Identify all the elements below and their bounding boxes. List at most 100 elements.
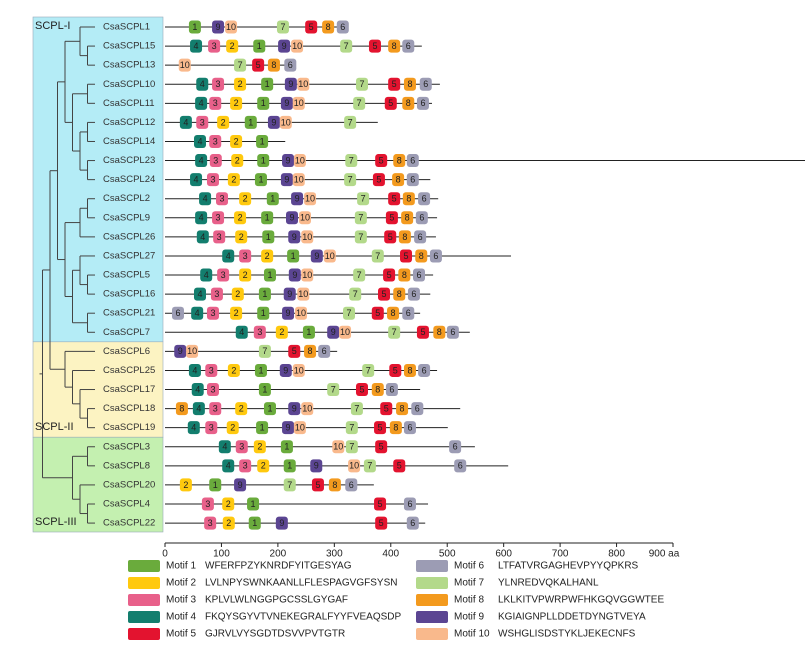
motif-box: [371, 306, 384, 320]
motif-number: 8: [375, 384, 380, 394]
motif-number: 10: [302, 232, 312, 242]
motif-number: 7: [361, 194, 366, 204]
motif-number: 8: [326, 22, 331, 32]
motif-box: [454, 459, 467, 473]
motif-number: 4: [200, 232, 205, 242]
motif-box: [297, 77, 310, 91]
motif-box: [262, 230, 275, 244]
motif-box: [419, 77, 432, 91]
motif-number: 4: [196, 403, 201, 413]
motif-box: [186, 344, 199, 358]
tree: [39, 26, 95, 524]
gene-label: CsaSCPL23: [103, 155, 155, 166]
motif-box: [261, 211, 274, 225]
motif-number: 10: [294, 98, 304, 108]
motif-box: [253, 39, 266, 53]
motif-box: [354, 211, 367, 225]
motif-box: [304, 192, 317, 206]
motif-number: 9: [238, 480, 243, 490]
x-axis: 0 100 200 300 400 500 600 700 800 900 aa: [162, 542, 680, 560]
legend-sequence: WFERFPZYKNRDFYITGESYAG: [205, 561, 352, 572]
legend-motif: Motif 6: [454, 561, 484, 572]
motif-number: 2: [226, 518, 231, 528]
motif-number: 3: [213, 98, 218, 108]
motif-box: [385, 211, 398, 225]
motif-box: [212, 20, 225, 34]
x-tick-label: 300: [326, 549, 343, 560]
motif-number: 3: [221, 270, 226, 280]
motif-number: 1: [261, 155, 266, 165]
motif-number: 4: [195, 308, 200, 318]
motif-box: [204, 516, 217, 530]
motif-number: 6: [175, 308, 180, 318]
motif-box: [206, 383, 219, 397]
motif-number: 2: [239, 403, 244, 413]
motif-number: 6: [419, 213, 424, 223]
motif-number: 8: [397, 289, 402, 299]
motif-box: [258, 383, 271, 397]
motif-number: 4: [191, 423, 196, 433]
motif-number: 7: [349, 442, 354, 452]
motif-box: [406, 154, 419, 168]
motif-number: 2: [243, 194, 248, 204]
motif-box: [375, 154, 388, 168]
motif-number: 3: [213, 155, 218, 165]
motif-box: [406, 173, 419, 187]
legend-sequence: YLNREDVQKALHANL: [498, 578, 599, 589]
motif-box: [332, 440, 345, 454]
motif-box: [401, 211, 414, 225]
motif-number: 6: [423, 79, 428, 89]
motif-box: [353, 96, 366, 110]
motif-box: [247, 497, 260, 511]
motif-number: 2: [235, 289, 240, 299]
motif-box: [298, 211, 311, 225]
motif-box: [345, 154, 358, 168]
motif-box: [345, 440, 358, 454]
motif-number: 1: [258, 365, 263, 375]
motif-box: [403, 77, 416, 91]
motif-box: [284, 77, 297, 91]
motif-number: 6: [415, 403, 420, 413]
motif-number: 1: [270, 194, 275, 204]
motif-box: [374, 497, 387, 511]
motif-box: [283, 287, 296, 301]
motif-box: [449, 440, 462, 454]
motif-box: [304, 344, 317, 358]
motif-box: [280, 173, 293, 187]
motif-number: 8: [308, 346, 313, 356]
motif-box: [239, 268, 252, 282]
motif-number: 7: [357, 98, 362, 108]
motif-box: [327, 325, 340, 339]
motif-box: [311, 478, 324, 492]
motif-number: 5: [379, 442, 384, 452]
motif-box: [257, 459, 270, 473]
legend-sequence: KGIAIGNPLLDDETDYNGTVEYA: [498, 612, 646, 623]
motif-number: 3: [239, 442, 244, 452]
motif-number: 5: [375, 308, 380, 318]
motif-number: 9: [314, 461, 319, 471]
motif-box: [218, 440, 231, 454]
motif-box: [280, 96, 293, 110]
motif-box: [206, 173, 219, 187]
motif-number: 4: [197, 136, 202, 146]
legend-motif: Motif 5: [166, 629, 196, 640]
motif-number: 3: [243, 251, 248, 261]
gene-label: CsaSCPL4: [103, 499, 150, 510]
legend-sequence: FKQYSGYVTVNEKEGRALFYYFVEAQSDP: [205, 612, 401, 623]
motif-number: 2: [230, 423, 235, 433]
motif-box: [235, 325, 248, 339]
motif-number: 8: [406, 98, 411, 108]
motif-number: 1: [287, 461, 292, 471]
motif-number: 10: [296, 308, 306, 318]
motif-box: [392, 173, 405, 187]
motif-box: [414, 230, 427, 244]
motif-box: [231, 154, 244, 168]
gene-label: CsaSCPL24: [103, 174, 155, 185]
motif-box: [239, 249, 252, 263]
motif-box: [433, 325, 446, 339]
motif-number: 6: [410, 518, 415, 528]
x-tick-label: 700: [552, 549, 569, 560]
motif-number: 1: [291, 251, 296, 261]
motif-number: 1: [262, 384, 267, 394]
motif-box: [257, 96, 270, 110]
